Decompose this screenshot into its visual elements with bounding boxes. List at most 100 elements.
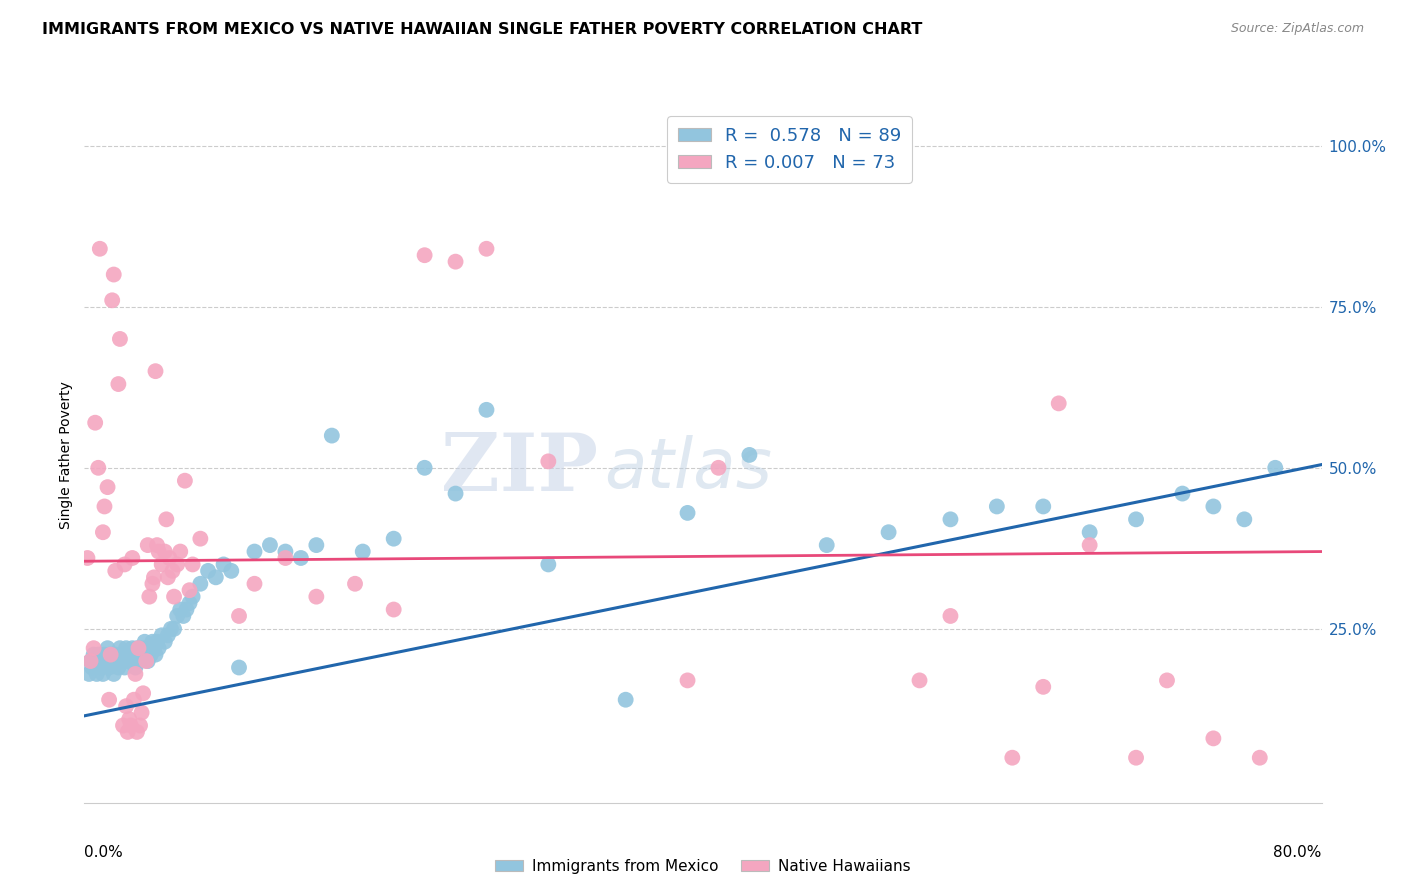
Point: [1202, 731, 1225, 746]
Point: [77, 667, 100, 681]
Point: [537, 454, 560, 468]
Point: [1047, 396, 1070, 410]
Point: [108, 332, 131, 346]
Point: [148, 544, 170, 558]
Point: [125, 641, 148, 656]
Point: [1249, 750, 1271, 764]
Point: [166, 558, 188, 572]
Point: [156, 628, 179, 642]
Point: [676, 673, 699, 688]
Point: [707, 460, 730, 475]
Point: [197, 564, 219, 578]
Point: [100, 648, 122, 662]
Point: [877, 525, 900, 540]
Point: [112, 718, 135, 732]
Point: [815, 538, 838, 552]
Point: [87, 648, 110, 662]
Point: [79, 654, 101, 668]
Point: [107, 660, 129, 674]
Point: [676, 506, 699, 520]
Text: ZIP: ZIP: [441, 430, 598, 508]
Point: [135, 641, 157, 656]
Point: [274, 544, 297, 558]
Point: [1125, 750, 1147, 764]
Point: [141, 634, 163, 648]
Point: [228, 660, 250, 674]
Point: [290, 551, 312, 566]
Point: [131, 641, 153, 656]
Point: [98, 692, 121, 706]
Point: [145, 364, 167, 378]
Point: [83, 648, 105, 662]
Point: [986, 500, 1008, 514]
Point: [475, 242, 498, 256]
Point: [138, 590, 160, 604]
Point: [1032, 680, 1054, 694]
Point: [115, 699, 138, 714]
Text: Source: ZipAtlas.com: Source: ZipAtlas.com: [1230, 22, 1364, 36]
Point: [153, 544, 176, 558]
Point: [104, 648, 127, 662]
Point: [107, 377, 129, 392]
Point: [118, 712, 141, 726]
Text: 80.0%: 80.0%: [1274, 845, 1322, 860]
Point: [93, 648, 115, 662]
Point: [738, 448, 761, 462]
Point: [131, 706, 153, 720]
Point: [444, 486, 467, 500]
Point: [188, 576, 212, 591]
Point: [122, 648, 145, 662]
Point: [124, 667, 146, 681]
Point: [108, 641, 131, 656]
Point: [143, 641, 166, 656]
Point: [1233, 512, 1256, 526]
Point: [259, 538, 281, 552]
Point: [90, 660, 112, 674]
Point: [172, 609, 194, 624]
Point: [91, 667, 114, 681]
Point: [939, 609, 962, 624]
Point: [1078, 538, 1101, 552]
Point: [86, 667, 108, 681]
Point: [91, 525, 114, 540]
Point: [138, 641, 160, 656]
Point: [163, 590, 186, 604]
Point: [169, 544, 191, 558]
Point: [89, 242, 111, 256]
Point: [132, 648, 155, 662]
Point: [344, 576, 367, 591]
Point: [939, 512, 962, 526]
Point: [243, 576, 266, 591]
Point: [87, 460, 110, 475]
Point: [160, 622, 183, 636]
Point: [104, 564, 127, 578]
Point: [117, 654, 139, 668]
Point: [136, 654, 159, 668]
Point: [134, 634, 156, 648]
Point: [156, 570, 179, 584]
Point: [908, 673, 931, 688]
Point: [274, 551, 297, 566]
Point: [205, 570, 228, 584]
Point: [1202, 500, 1225, 514]
Point: [122, 692, 145, 706]
Legend: Immigrants from Mexico, Native Hawaiians: Immigrants from Mexico, Native Hawaiians: [489, 853, 917, 880]
Point: [101, 293, 124, 308]
Point: [1125, 512, 1147, 526]
Point: [169, 602, 191, 616]
Point: [444, 254, 467, 268]
Point: [84, 416, 107, 430]
Point: [382, 532, 405, 546]
Point: [162, 564, 184, 578]
Point: [114, 660, 136, 674]
Point: [1171, 486, 1194, 500]
Point: [146, 634, 169, 648]
Point: [124, 660, 146, 674]
Point: [1156, 673, 1178, 688]
Point: [221, 564, 243, 578]
Point: [148, 641, 170, 656]
Point: [143, 570, 166, 584]
Point: [135, 654, 157, 668]
Point: [129, 654, 152, 668]
Text: atlas: atlas: [605, 435, 772, 502]
